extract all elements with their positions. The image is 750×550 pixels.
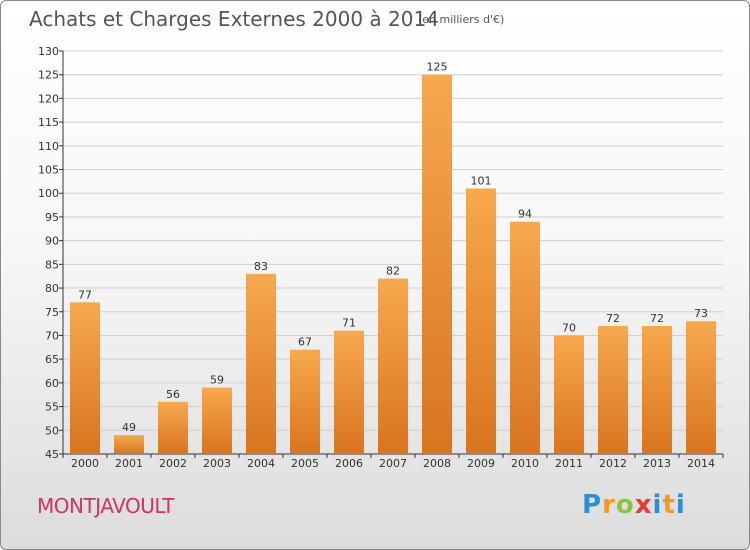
x-tick-label: 2007 bbox=[379, 457, 407, 470]
y-tick-label: 80 bbox=[45, 282, 59, 295]
logo-letter: x bbox=[634, 490, 653, 520]
x-tick-label: 2003 bbox=[203, 457, 231, 470]
bar bbox=[598, 325, 628, 454]
logo-letter: i bbox=[652, 490, 663, 520]
bar bbox=[290, 349, 320, 454]
x-tick-label: 2006 bbox=[335, 457, 363, 470]
y-tick-label: 130 bbox=[38, 45, 59, 58]
bar bbox=[686, 321, 716, 454]
proxiti-logo: Proxiti bbox=[582, 490, 686, 520]
value-label: 56 bbox=[166, 388, 180, 401]
x-tick-label: 2001 bbox=[115, 457, 143, 470]
y-tick-label: 90 bbox=[45, 235, 59, 248]
logo-letter: P bbox=[582, 490, 603, 520]
value-label: 49 bbox=[122, 421, 136, 434]
value-label: 94 bbox=[518, 208, 532, 221]
y-tick-label: 60 bbox=[45, 377, 59, 390]
labels: 45 50 55 60 65 70 75 80 85 90 95 100 105 110 115 120 125… bbox=[38, 45, 715, 470]
bar bbox=[202, 387, 232, 454]
value-label: 101 bbox=[471, 174, 492, 187]
bar bbox=[334, 330, 364, 454]
y-tick-label: 65 bbox=[45, 353, 59, 366]
y-tick-label: 100 bbox=[38, 187, 59, 200]
value-label: 83 bbox=[254, 260, 268, 273]
y-tick-label: 55 bbox=[45, 401, 59, 414]
logo-letter: r bbox=[602, 490, 616, 520]
x-tick-label: 2009 bbox=[467, 457, 495, 470]
x-tick-label: 2000 bbox=[71, 457, 99, 470]
value-label: 82 bbox=[386, 265, 400, 278]
bar bbox=[642, 325, 672, 454]
bar bbox=[554, 335, 584, 454]
bar bbox=[246, 273, 276, 454]
x-tick-label: 2014 bbox=[687, 457, 715, 470]
chart-title: Achats et Charges Externes 2000 à 2014 bbox=[29, 7, 439, 31]
value-label: 77 bbox=[78, 288, 92, 301]
x-tick-label: 2011 bbox=[555, 457, 583, 470]
value-label: 72 bbox=[650, 312, 664, 325]
logo-letter: t bbox=[662, 490, 676, 520]
bar bbox=[422, 74, 452, 455]
value-label: 59 bbox=[210, 374, 224, 387]
value-label: 67 bbox=[298, 336, 312, 349]
x-tick-label: 2010 bbox=[511, 457, 539, 470]
bar bbox=[70, 302, 100, 454]
logo-letter: i bbox=[675, 490, 686, 520]
value-label: 73 bbox=[694, 307, 708, 320]
x-tick-label: 2002 bbox=[159, 457, 187, 470]
bar bbox=[378, 278, 408, 454]
y-tick-label: 50 bbox=[45, 424, 59, 437]
x-tick-label: 2008 bbox=[423, 457, 451, 470]
y-tick-label: 120 bbox=[38, 92, 59, 105]
commune-name: MONTJAVOULT bbox=[37, 494, 174, 518]
value-label: 125 bbox=[427, 61, 448, 74]
y-tick-label: 75 bbox=[45, 306, 59, 319]
value-label: 72 bbox=[606, 312, 620, 325]
bar bbox=[466, 188, 496, 454]
y-tick-label: 125 bbox=[38, 69, 59, 82]
x-tick-label: 2013 bbox=[643, 457, 671, 470]
y-tick-label: 70 bbox=[45, 329, 59, 342]
y-tick-label: 85 bbox=[45, 258, 59, 271]
bar bbox=[158, 401, 188, 454]
chart-unit-label: (en milliers d'€) bbox=[418, 13, 505, 26]
y-tick-label: 95 bbox=[45, 211, 59, 224]
x-tick-label: 2004 bbox=[247, 457, 275, 470]
value-label: 70 bbox=[562, 321, 576, 334]
logo-letter: o bbox=[615, 490, 635, 520]
y-tick-label: 105 bbox=[38, 164, 59, 177]
bar bbox=[114, 435, 144, 454]
x-tick-label: 2005 bbox=[291, 457, 319, 470]
bars bbox=[70, 74, 716, 455]
y-tick-label: 110 bbox=[38, 140, 59, 153]
x-tick-label: 2012 bbox=[599, 457, 627, 470]
y-tick-label: 45 bbox=[45, 448, 59, 461]
bar bbox=[510, 221, 540, 454]
y-tick-label: 115 bbox=[38, 116, 59, 129]
value-label: 71 bbox=[342, 317, 356, 330]
